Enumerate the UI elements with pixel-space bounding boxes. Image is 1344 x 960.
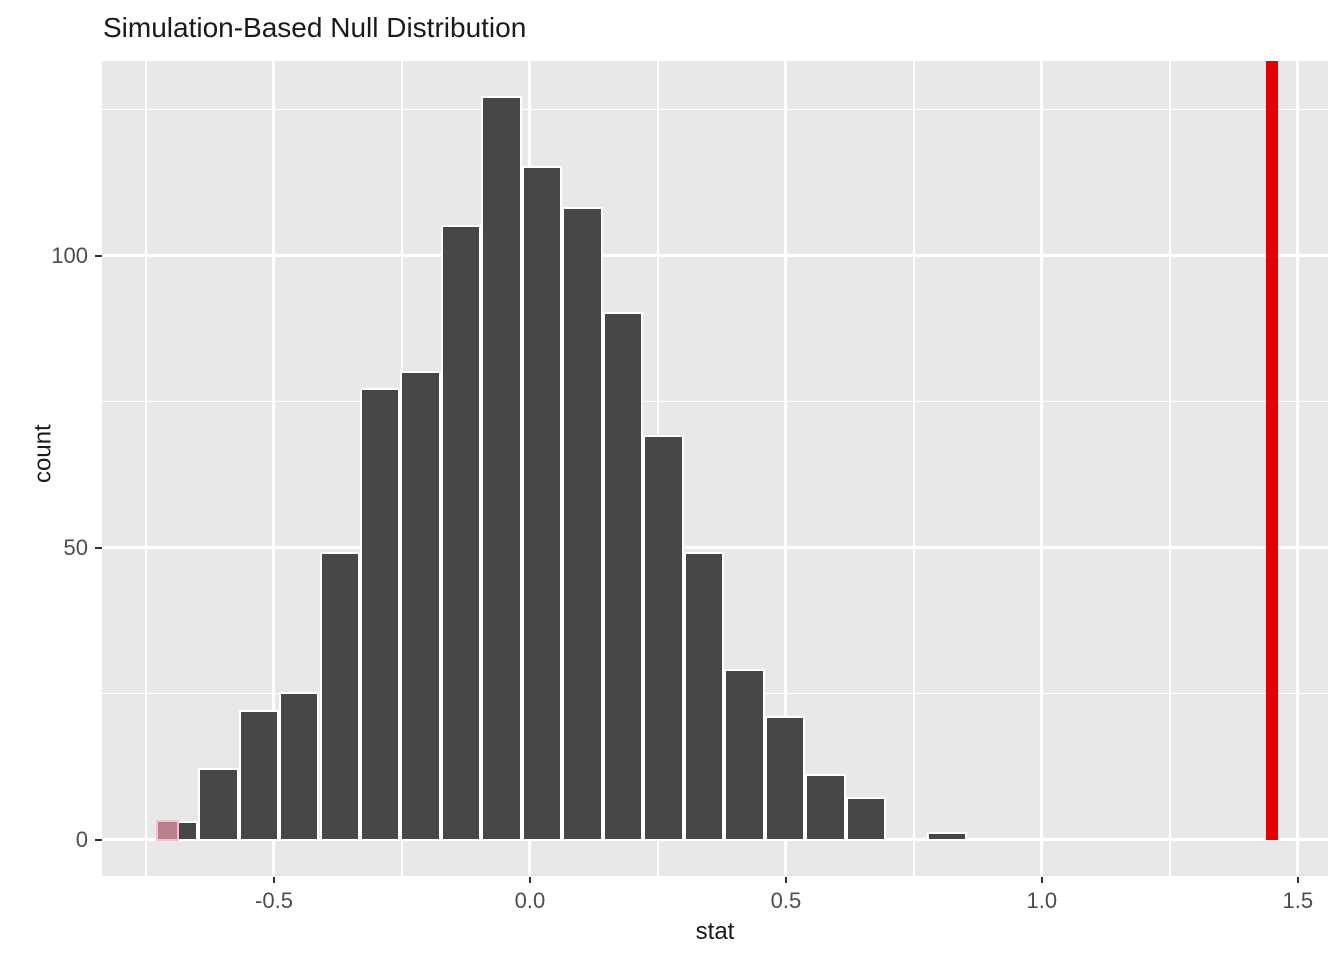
y-tick-mark <box>95 838 102 841</box>
x-tick-label: -0.5 <box>255 888 293 913</box>
gridline-major-vertical <box>1040 61 1044 876</box>
histogram-bar <box>521 166 563 842</box>
y-axis-title: count <box>29 424 57 483</box>
histogram-bar <box>198 768 239 842</box>
y-tick-label: 50 <box>63 534 88 560</box>
y-tick-mark <box>95 254 102 257</box>
gridline-minor-horizontal <box>102 108 1328 111</box>
gridline-major-vertical <box>272 61 276 876</box>
x-tick-mark <box>528 877 531 883</box>
observed-stat-line <box>1266 61 1278 840</box>
x-tick-mark <box>1040 877 1043 883</box>
x-tick-mark <box>272 877 275 883</box>
gridline-minor-vertical <box>913 61 915 876</box>
histogram-bar <box>724 668 765 842</box>
histogram-bar <box>926 832 968 842</box>
gridline-major-vertical <box>1296 61 1300 876</box>
gridline-minor-horizontal <box>102 400 1328 403</box>
gridline-major-horizontal <box>102 254 1328 258</box>
x-tick-label: 0.0 <box>514 888 546 913</box>
gridline-minor-vertical <box>145 61 147 876</box>
histogram-bar <box>279 692 320 842</box>
histogram-bar <box>481 96 522 842</box>
y-tick-label: 0 <box>75 826 88 852</box>
histogram-bar <box>440 224 482 842</box>
histogram-bar <box>602 312 644 842</box>
plot-panel: -0.5 0.0 0.5 1.0 1.5 0 50 100 <box>51 61 1328 913</box>
histogram-bar <box>400 370 441 842</box>
plot-title: Simulation-Based Null Distribution <box>103 12 527 43</box>
x-tick-mark <box>1296 877 1299 883</box>
x-tick-label: 1.5 <box>1282 888 1314 913</box>
gridline-major-horizontal <box>102 546 1328 550</box>
histogram-bar <box>845 797 887 842</box>
x-tick-label: 0.5 <box>770 888 802 913</box>
histogram-bar <box>643 435 684 842</box>
y-tick-mark <box>95 546 102 549</box>
x-axis-title: stat <box>695 918 735 945</box>
histogram-bar <box>238 709 279 842</box>
histogram-bar <box>805 774 846 842</box>
histogram-bar <box>683 552 725 842</box>
x-tick-mark <box>784 877 787 883</box>
gridline-minor-vertical <box>1169 61 1171 876</box>
shaded-tail-bar <box>156 819 180 842</box>
y-tick-label: 100 <box>51 242 88 268</box>
gridline-major-vertical <box>784 61 788 876</box>
x-tick-label: 1.0 <box>1026 888 1058 913</box>
histogram-bar <box>562 207 603 842</box>
histogram-bar <box>319 552 360 842</box>
histogram-bar <box>764 715 806 842</box>
histogram-bar <box>359 388 401 842</box>
